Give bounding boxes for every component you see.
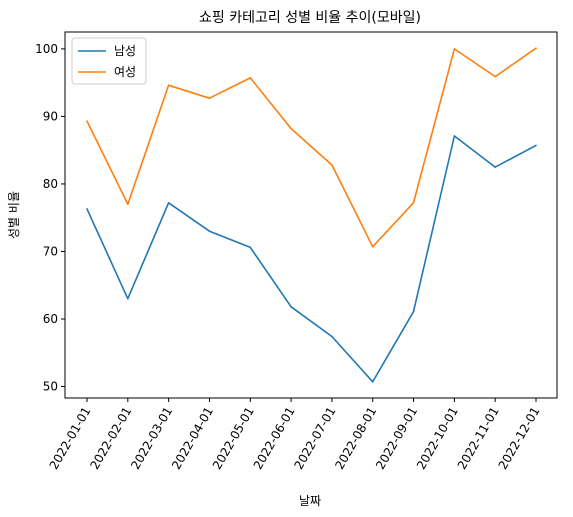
x-tick-label: 2022-11-01 <box>455 405 502 472</box>
x-tick-label: 2022-03-01 <box>128 405 175 472</box>
y-tick-label: 90 <box>43 109 58 123</box>
data-point <box>86 120 88 122</box>
data-point <box>371 381 374 383</box>
chart-title: 쇼핑 카테고리 성별 비율 추이(모바일) <box>199 10 421 26</box>
data-point <box>290 306 292 308</box>
data-point <box>494 166 497 168</box>
legend-label: 남성 <box>114 44 136 58</box>
data-point <box>167 84 170 87</box>
x-tick-label: 2022-04-01 <box>169 405 216 472</box>
data-point <box>249 246 252 249</box>
x-tick-label: 2022-06-01 <box>251 405 298 472</box>
x-tick-label: 2022-12-01 <box>496 405 543 472</box>
x-tick-label: 2022-08-01 <box>332 405 379 472</box>
x-tick-label: 2022-07-01 <box>292 405 339 472</box>
y-tick-label: 100 <box>35 42 58 56</box>
data-point <box>208 97 211 99</box>
data-point <box>453 135 456 137</box>
plot-area <box>64 31 558 399</box>
x-axis-label: 날짜 <box>299 494 321 508</box>
data-point <box>494 75 497 78</box>
data-point <box>331 335 333 338</box>
x-tick-label: 2022-09-01 <box>373 405 420 472</box>
legend-label: 여성 <box>114 65 136 79</box>
data-point <box>249 77 252 79</box>
data-point <box>453 48 456 50</box>
y-axis: 50 60 70 80 90 100 <box>35 42 65 394</box>
data-point <box>331 164 333 166</box>
data-point <box>535 144 537 147</box>
x-tick-label: 2022-01-01 <box>47 405 94 472</box>
data-point <box>412 202 415 204</box>
y-tick-label: 60 <box>43 312 58 326</box>
x-tick-label: 2022-02-01 <box>87 405 134 472</box>
data-point <box>208 230 211 232</box>
y-axis-label: 성별 비율 <box>7 191 21 239</box>
x-axis: 2022-01-012022-02-012022-03-012022-04-01… <box>47 398 543 472</box>
data-point <box>371 245 374 248</box>
x-tick-label: 2022-10-01 <box>414 405 461 472</box>
data-point <box>86 208 88 210</box>
data-point <box>412 310 415 313</box>
series-line-0 <box>86 135 537 383</box>
data-point <box>535 47 537 49</box>
y-tick-label: 80 <box>43 177 58 191</box>
data-point <box>290 127 292 130</box>
series-lines <box>86 47 537 383</box>
series-line-1 <box>86 47 537 248</box>
data-point <box>127 297 129 300</box>
data-point <box>167 202 170 204</box>
y-tick-label: 50 <box>43 380 58 394</box>
x-tick-label: 2022-05-01 <box>210 405 257 472</box>
data-point <box>127 203 129 205</box>
y-tick-label: 70 <box>43 244 58 258</box>
